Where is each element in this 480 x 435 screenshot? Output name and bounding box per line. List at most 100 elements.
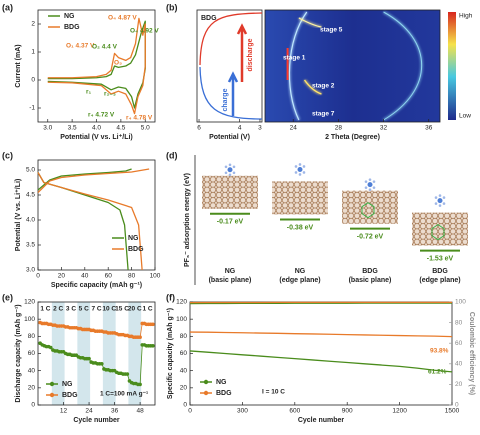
rate-label: 3 C xyxy=(66,306,76,313)
value-label: -0.38 eV xyxy=(287,224,314,231)
series-line xyxy=(47,17,146,115)
graphene-structure xyxy=(342,190,398,224)
y-axis-label: Current (mA) xyxy=(15,44,22,87)
y2-tick-label: 20 xyxy=(455,381,463,388)
boron-sites xyxy=(361,202,375,219)
diffraction-peak xyxy=(288,11,308,121)
x-tick-label: 3.5 xyxy=(68,125,77,132)
y-axis-label: Discharge capacity (mAh g⁻¹) xyxy=(15,304,22,402)
x-tick-label: 40 xyxy=(81,273,89,280)
fluorine-atom xyxy=(228,163,232,167)
fluorine-atom xyxy=(368,188,372,191)
category-label: (edge plane) xyxy=(279,277,320,284)
y-tick-label: 20 xyxy=(180,385,188,392)
legend-marker xyxy=(49,381,55,387)
series-line xyxy=(189,350,453,373)
legend-label: BDG xyxy=(62,392,78,399)
y2-tick-label: 100 xyxy=(455,299,466,306)
fluorine-atom xyxy=(434,202,438,205)
y-tick-label: 5.0 xyxy=(26,167,35,174)
x-tick-label: 32 xyxy=(380,125,388,132)
y-tick-label: 20 xyxy=(28,385,36,392)
v-tick-label: 6 xyxy=(197,125,201,132)
y-axis-label: PF₆⁻ adsorption energy (eV) xyxy=(184,173,191,267)
panel-label: (d) xyxy=(166,150,178,160)
annotation: r₂₋₃ xyxy=(104,91,116,98)
graphene-structure xyxy=(272,181,328,215)
x-tick-label: 20 xyxy=(58,273,66,280)
discharge-arrow xyxy=(236,23,248,82)
x-tick-label: 80 xyxy=(128,273,136,280)
annotation: 93.8% xyxy=(430,348,449,355)
charge-curve xyxy=(199,66,263,120)
category-label: NG xyxy=(225,268,236,275)
x-tick-label: 0 xyxy=(188,408,192,415)
y-tick-label: 60 xyxy=(28,350,36,357)
x-axis-label: 2 Theta (Degree) xyxy=(325,134,380,141)
panel-label: (e) xyxy=(2,292,13,302)
colorbar xyxy=(448,12,456,120)
point xyxy=(125,372,130,376)
fluorine-atom xyxy=(228,173,232,177)
point xyxy=(138,382,142,387)
pf6-molecule xyxy=(297,166,303,172)
annotation: r₄ 4.72 V xyxy=(88,112,115,119)
y-tick-label: 120 xyxy=(176,299,187,306)
x-tick-label: 36 xyxy=(425,125,433,132)
rate-label: 1 C xyxy=(40,306,50,313)
panel-label: (f) xyxy=(166,292,175,302)
fluorine-atom xyxy=(294,171,298,174)
x-tick-label: 900 xyxy=(342,408,353,415)
colorbar-low: Low xyxy=(459,113,471,120)
fluorine-atom xyxy=(442,202,446,205)
x-tick-label: 12 xyxy=(60,408,68,415)
fluorine-atom xyxy=(224,165,228,169)
y-tick-label: 0 xyxy=(31,77,35,84)
value-label: -0.17 eV xyxy=(217,219,244,226)
y-tick-label: 3.0 xyxy=(26,267,35,274)
legend-label: BDG xyxy=(216,390,232,397)
x-tick-label: 36 xyxy=(111,408,119,415)
y-tick-label: 100 xyxy=(176,316,187,323)
diffraction-peak xyxy=(303,79,322,95)
annotation: O₂ 4.4 V xyxy=(92,44,118,51)
annotation: r₄ 4.78 V xyxy=(126,115,153,122)
rate-label: 20 C xyxy=(128,306,142,313)
diffraction-peak xyxy=(298,17,322,28)
legend-label: NG xyxy=(216,379,227,386)
y-tick-label: 4.0 xyxy=(26,217,35,224)
annotation: stage 1 xyxy=(283,55,306,62)
rate-label: 5 C xyxy=(79,306,89,313)
y-tick-label: 80 xyxy=(180,333,188,340)
y-tick-label: 4.5 xyxy=(26,192,35,199)
category-label: (basic plane) xyxy=(209,277,252,284)
legend-label: BDG xyxy=(64,24,80,31)
y-axis-label: Specific capacity (mAh g⁻¹) xyxy=(167,308,174,399)
annotation: I = 10 C xyxy=(262,389,285,396)
series-line xyxy=(47,20,146,109)
point xyxy=(151,322,155,327)
annotation: stage 2 xyxy=(312,83,335,90)
v-tick-label: 4 xyxy=(238,125,242,132)
fluorine-atom xyxy=(298,173,302,176)
sample-label: BDG xyxy=(201,15,217,22)
x-tick-label: 1200 xyxy=(392,408,407,415)
x-tick-label: 60 xyxy=(105,273,113,280)
y-axis-label: Potential (V vs. Li⁺/Li) xyxy=(15,179,22,252)
point xyxy=(138,335,142,339)
fluorine-atom xyxy=(224,171,228,175)
x-tick-label: 100 xyxy=(150,273,161,280)
x-tick-label: 3.0 xyxy=(43,125,52,132)
point xyxy=(87,356,91,361)
series-line xyxy=(37,168,132,271)
x-tick-label: 28 xyxy=(335,125,343,132)
category-label: (edge plane) xyxy=(419,277,460,284)
plot-frame xyxy=(264,9,441,123)
x-axis-label: Cycle number xyxy=(298,417,345,424)
x-tick-label: 24 xyxy=(290,125,298,132)
x-tick-label: 4.0 xyxy=(92,125,101,132)
annotation: O₁ 4.37 V xyxy=(66,43,95,50)
fluorine-atom xyxy=(364,180,368,183)
fluorine-atom xyxy=(294,165,298,168)
fluorine-atom xyxy=(232,165,236,169)
